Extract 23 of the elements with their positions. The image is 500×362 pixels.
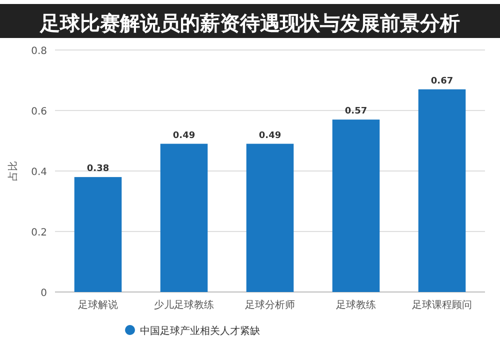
bar <box>74 177 122 292</box>
y-tick-label: 0.4 <box>31 167 47 178</box>
x-tick-label: 足球分析师 <box>245 299 295 311</box>
bar <box>160 144 208 292</box>
data-label: 0.67 <box>430 76 454 86</box>
chart-title: 足球比赛解说员的薪资待遇现状与发展前景分析 <box>39 11 460 35</box>
data-label: 0.49 <box>258 130 282 141</box>
bar <box>418 89 466 292</box>
legend-label: 中国足球产业相关人才紧缺 <box>140 325 260 337</box>
data-label: 0.49 <box>172 130 196 141</box>
data-label: 0.57 <box>344 106 368 117</box>
x-tick-label: 足球解说 <box>78 299 118 311</box>
y-tick-label: 0.6 <box>31 106 47 118</box>
x-tick-label: 少儿足球教练 <box>154 299 214 311</box>
y-tick-label: 0.8 <box>31 46 47 57</box>
y-tick-label: 0.2 <box>31 228 47 238</box>
y-axis-title: 占比 <box>7 161 19 181</box>
y-tick-label: 0 <box>40 288 47 299</box>
bar <box>246 144 294 292</box>
x-tick-label: 足球教练 <box>336 299 376 311</box>
x-tick-label: 足球课程顾问 <box>412 299 472 311</box>
data-label: 0.38 <box>86 164 110 174</box>
bar <box>332 120 380 292</box>
